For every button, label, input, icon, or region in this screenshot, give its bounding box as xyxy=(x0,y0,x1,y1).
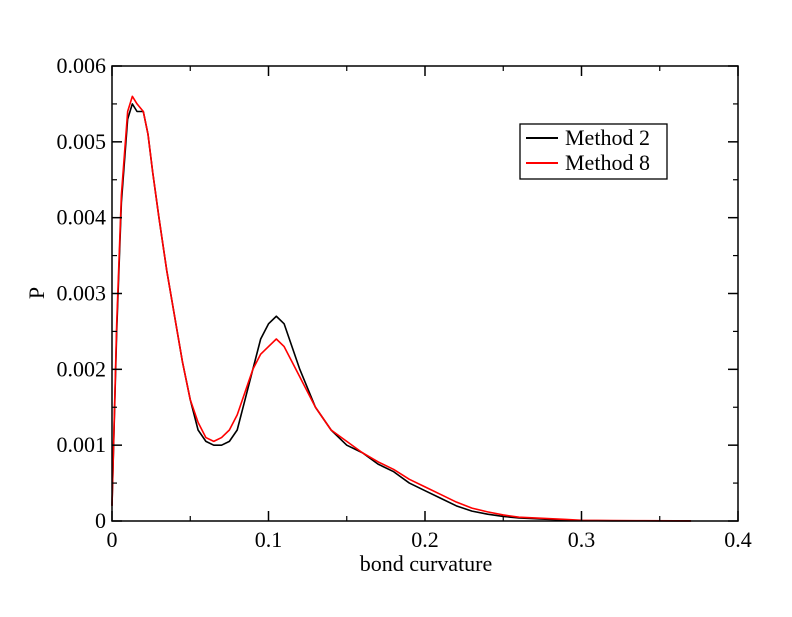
y-axis-title: P xyxy=(24,287,49,299)
ticks-layer: 0 0.1 0.2 0.3 0.4 0 0.001 0.002 0.003 0.004 0.005 0… xyxy=(57,53,752,552)
y-tick-label: 0.006 xyxy=(57,53,107,78)
x-tick-label: 0.2 xyxy=(411,527,439,552)
y-tick-label: 0 xyxy=(95,508,106,533)
series-line-2 xyxy=(111,95,692,522)
legend-box xyxy=(519,123,668,180)
x-tick-label: 0.1 xyxy=(255,527,283,552)
x-tick-label: 0 xyxy=(107,527,118,552)
legend-label-1: Method 2 xyxy=(565,125,650,150)
y-tick-label: 0.001 xyxy=(57,432,107,457)
x-tick-label: 0.3 xyxy=(568,527,596,552)
y-tick-label: 0.004 xyxy=(57,205,107,230)
y-tick-label: 0.005 xyxy=(57,129,107,154)
y-tick-label: 0.002 xyxy=(57,356,107,381)
legend-label-2: Method 8 xyxy=(565,150,650,175)
y-tick-label: 0.003 xyxy=(57,281,107,306)
series-layer xyxy=(111,95,692,522)
x-tick-label: 0.4 xyxy=(724,527,752,552)
x-axis-title: bond curvature xyxy=(360,551,493,576)
